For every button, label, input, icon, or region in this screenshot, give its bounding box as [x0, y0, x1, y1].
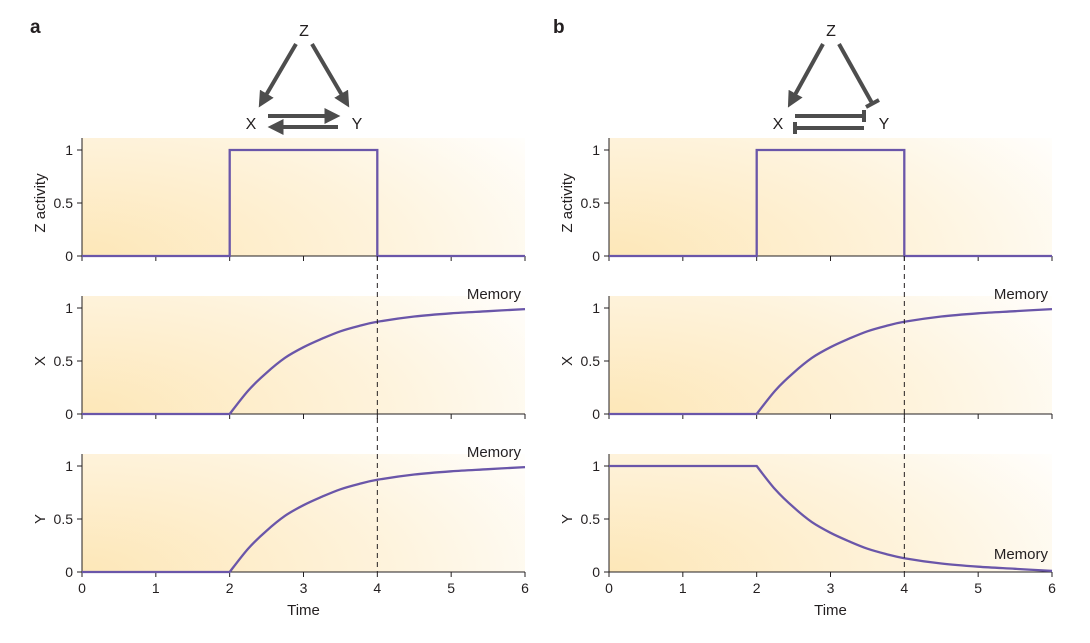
- plot-a-3-annotation: Memory: [467, 444, 522, 461]
- plot-a-3-y-axis-label: Y: [32, 514, 49, 524]
- plot-b-3-y-tick-label: 1: [592, 458, 600, 474]
- plot-b-1-y-axis-label: Z activity: [559, 173, 576, 233]
- network-diagram-b: Z X Y: [773, 23, 890, 134]
- plot-a-3-y-tick-label: 0: [65, 564, 73, 580]
- plot-a-3-x-tick-label: 1: [152, 580, 160, 596]
- plot-a-1-y-axis-label: Z activity: [32, 173, 49, 233]
- plot-b-3-x-tick-label: 6: [1048, 580, 1056, 596]
- plot-b-1-background: [609, 138, 1052, 256]
- plot-a-2-y-tick-label: 1: [65, 300, 73, 316]
- plot-a-1-y-tick-label: 0: [65, 248, 73, 264]
- plots-area: 0 0.5 1 Z activity 0 0.5 1 X Memory 0 0.5 1 0 1 2 3 4 5 6 T…: [32, 138, 1056, 619]
- plot-a-1-y-tick-label: 1: [65, 142, 73, 158]
- node-x-a: X: [246, 116, 257, 133]
- plot-a-1-series-line: [82, 148, 525, 258]
- plot-a-2-y-tick-label: 0: [65, 406, 73, 422]
- edge-z-to-x-b: [787, 43, 825, 108]
- plot-b-3-x-tick-label: 0: [605, 580, 613, 596]
- plot-a-3-y-tick-label: 0.5: [54, 511, 74, 527]
- plot-b-1-y-tick-label: 0.5: [581, 195, 601, 211]
- plot-a-3-series-line: [82, 465, 526, 574]
- plot-a-1-y-tick-label: 0.5: [54, 195, 74, 211]
- plot-b-3-y-tick-label: 0: [592, 564, 600, 580]
- plot-a-2-y-tick-label: 0.5: [54, 353, 74, 369]
- plot-b-3-x-axis-label: Time: [814, 602, 847, 619]
- plot-b-3: 0 0.5 1 0 1 2 3 4 5 6 Time Y Memory: [559, 454, 1056, 619]
- plot-b-3-x-tick-label: 4: [900, 580, 908, 596]
- node-x-b: X: [773, 116, 784, 133]
- plot-a-2-background: [82, 296, 525, 414]
- plot-a-1: 0 0.5 1 Z activity: [32, 138, 526, 264]
- plot-b-3-annotation: Memory: [994, 546, 1049, 563]
- panel-letter-a: a: [30, 17, 41, 38]
- plot-a-2-series-line: [82, 307, 526, 416]
- node-z-a: Z: [299, 23, 309, 40]
- node-z-b: Z: [826, 23, 836, 40]
- plot-a-3-background: [82, 454, 525, 572]
- plot-b-3-y-axis-label: Y: [559, 514, 576, 524]
- plot-b-3-y-tick-label: 0.5: [581, 511, 601, 527]
- plot-b-3-x-tick-label: 2: [753, 580, 761, 596]
- plot-b-1: 0 0.5 1 Z activity: [559, 138, 1053, 264]
- plot-b-3-background: [609, 454, 1052, 572]
- plot-a-2-y-axis-label: X: [32, 356, 49, 366]
- plot-b-2-y-tick-label: 1: [592, 300, 600, 316]
- edge-z-to-y-b-bar: [865, 98, 880, 109]
- edge-z-to-y-a: [310, 42, 350, 108]
- node-y-a: Y: [352, 116, 363, 133]
- plot-b-2: 0 0.5 1 X Memory: [559, 286, 1053, 422]
- plot-a-3-x-tick-label: 3: [300, 580, 308, 596]
- node-y-b: Y: [879, 116, 890, 133]
- plot-b-1-y-tick-label: 1: [592, 142, 600, 158]
- plot-a-3: 0 0.5 1 0 1 2 3 4 5 6 Time Y Memory: [32, 444, 529, 619]
- plot-a-3-x-tick-label: 6: [521, 580, 529, 596]
- edge-z-to-x-a: [258, 42, 298, 108]
- plot-b-2-y-tick-label: 0: [592, 406, 600, 422]
- plot-a-3-y-tick-label: 1: [65, 458, 73, 474]
- plot-b-1-y-tick-label: 0: [592, 248, 600, 264]
- network-diagram-a: Z X Y: [246, 23, 363, 135]
- plot-a-3-x-axis-label: Time: [287, 602, 320, 619]
- plot-b-1-series-line: [609, 148, 1052, 258]
- plot-a-3-x-tick-label: 0: [78, 580, 86, 596]
- plot-b-2-y-axis-label: X: [559, 356, 576, 366]
- plot-a-2-annotation: Memory: [467, 286, 522, 303]
- plot-b-3-x-tick-label: 3: [827, 580, 835, 596]
- plot-a-2: 0 0.5 1 X Memory: [32, 286, 526, 422]
- plot-b-2-series-line: [609, 307, 1053, 416]
- plot-b-3-series-line: [609, 464, 1053, 573]
- edge-z-to-y-b: [837, 43, 874, 104]
- plot-a-3-x-tick-label: 2: [226, 580, 234, 596]
- plot-a-3-x-tick-label: 5: [447, 580, 455, 596]
- plot-a-1-background: [82, 138, 525, 256]
- plot-a-3-x-tick-label: 4: [373, 580, 381, 596]
- plot-b-3-x-tick-label: 1: [679, 580, 687, 596]
- plot-b-2-background: [609, 296, 1052, 414]
- plot-b-2-annotation: Memory: [994, 286, 1049, 303]
- panel-letter-b: b: [553, 17, 565, 38]
- plot-b-2-y-tick-label: 0.5: [581, 353, 601, 369]
- plot-b-3-x-tick-label: 5: [974, 580, 982, 596]
